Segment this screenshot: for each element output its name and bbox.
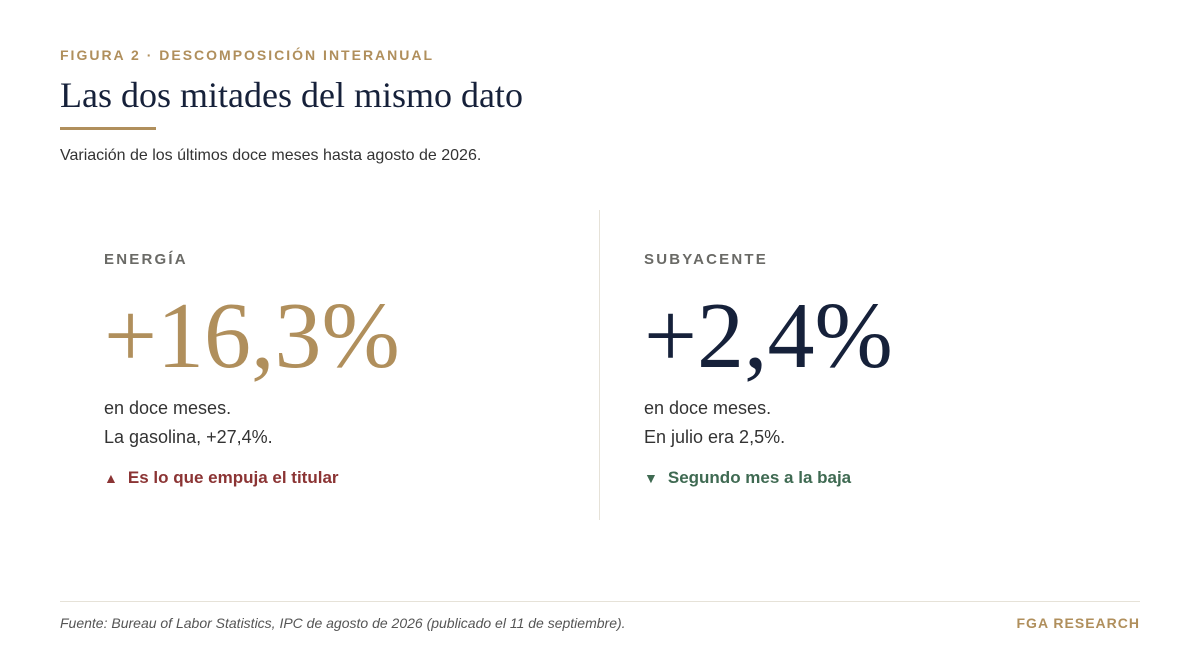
page-title: Las dos mitades del mismo dato [60,75,523,115]
energy-panel: ENERGÍA +16,3% en doce meses. La gasolin… [104,250,554,490]
triangle-up-icon: ▲ [104,470,118,486]
brand-label: FGA RESEARCH [1016,615,1140,631]
energy-period-text: en doce meses. [104,398,232,418]
energy-signal: ▲ Es lo que empuja el titular [104,466,554,490]
figure-eyebrow: FIGURA 2 · DESCOMPOSICIÓN INTERANUAL [60,47,435,63]
core-value: +2,4% [644,284,893,388]
energy-value: +16,3% [104,284,400,388]
core-signal-text: Segundo mes a la baja [667,468,852,487]
title-underline [60,127,156,130]
core-period-text: en doce meses. [644,398,772,418]
core-signal: ▼ Segundo mes a la baja [644,466,1094,490]
triangle-down-icon: ▼ [644,470,658,486]
energy-label: ENERGÍA [104,251,188,268]
core-detail-text: En julio era 2,5%. [644,427,786,447]
energy-signal-text: Es lo que empuja el titular [127,468,339,487]
core-label: SUBYACENTE [644,251,768,268]
energy-detail-text: La gasolina, +27,4%. [104,427,273,447]
footer-divider [60,601,1140,602]
core-panel: SUBYACENTE +2,4% en doce meses. En julio… [644,250,1094,490]
source-note: Fuente: Bureau of Labor Statistics, IPC … [60,615,626,631]
panel-divider [599,210,600,520]
page-subtitle: Variación de los últimos doce meses hast… [60,147,482,164]
